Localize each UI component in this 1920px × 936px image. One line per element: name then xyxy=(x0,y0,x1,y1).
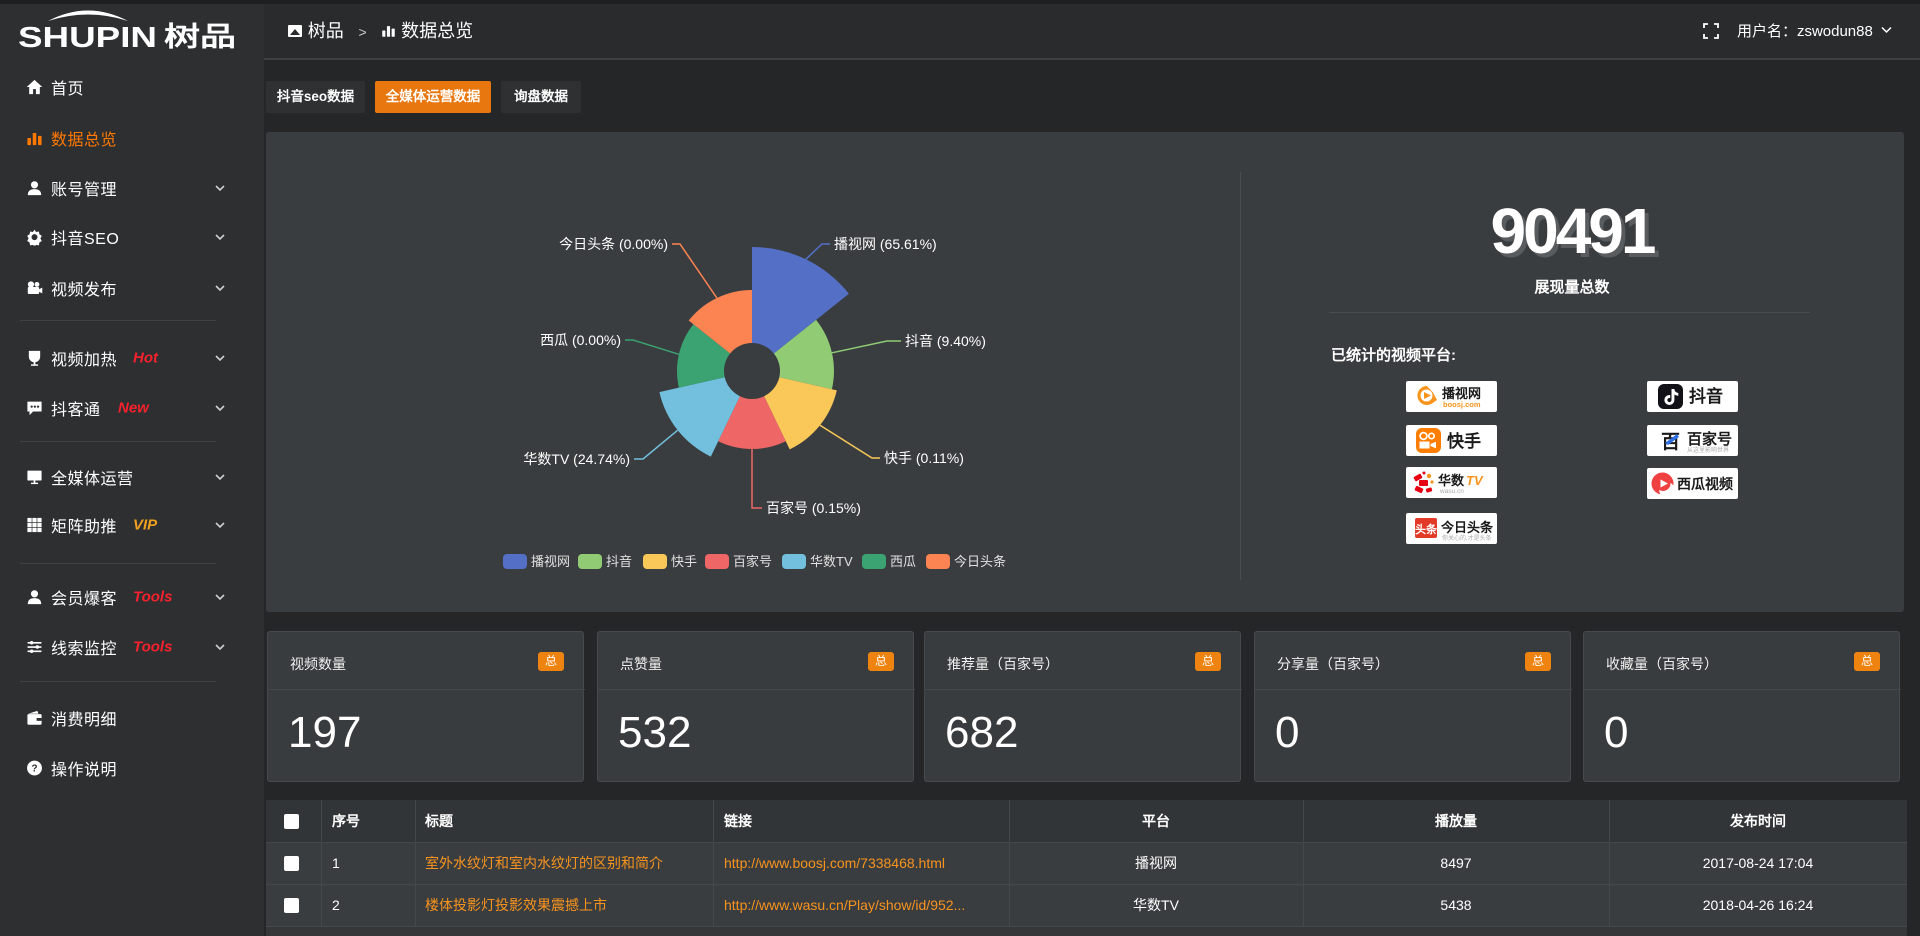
svg-text:抖音: 抖音 xyxy=(606,554,632,569)
svg-text:SHUPIN: SHUPIN xyxy=(18,22,157,54)
svg-text:快手 (0.11%): 快手 (0.11%) xyxy=(884,450,964,466)
svg-text:华数: 华数 xyxy=(1438,473,1465,488)
svg-text:今日头条: 今日头条 xyxy=(1440,520,1494,535)
svg-text:boosj.com: boosj.com xyxy=(1443,400,1481,409)
svg-text:快手: 快手 xyxy=(671,554,697,569)
svg-text:TV: TV xyxy=(1466,473,1484,488)
svg-text:今日头条: 今日头条 xyxy=(954,554,1006,569)
svg-text:西瓜: 西瓜 xyxy=(890,554,916,569)
svg-text:西瓜 (0.00%): 西瓜 (0.00%) xyxy=(540,332,621,348)
svg-text:华数TV: 华数TV xyxy=(810,554,853,569)
svg-text:百家号: 百家号 xyxy=(733,554,772,569)
svg-text:抖音 (9.40%): 抖音 (9.40%) xyxy=(905,333,986,349)
svg-text:抖音: 抖音 xyxy=(1689,386,1723,406)
svg-text:头条: 头条 xyxy=(1415,522,1438,536)
svg-text:百家号 (0.15%): 百家号 (0.15%) xyxy=(766,500,861,516)
svg-text:wasu.cn: wasu.cn xyxy=(1439,488,1464,495)
svg-text:华数TV (24.74%): 华数TV (24.74%) xyxy=(523,451,630,467)
svg-text:?: ? xyxy=(31,764,37,775)
svg-text:播视网: 播视网 xyxy=(1442,386,1481,401)
svg-text:西瓜视频: 西瓜视频 xyxy=(1677,476,1733,492)
svg-text:播视网 (65.61%): 播视网 (65.61%) xyxy=(834,236,937,252)
svg-text:今日头条 (0.00%): 今日头条 (0.00%) xyxy=(559,236,668,252)
svg-text:从这里影响世界: 从这里影响世界 xyxy=(1687,446,1729,454)
svg-text:你关心的,才是头条: 你关心的,才是头条 xyxy=(1442,534,1492,542)
svg-text:快手: 快手 xyxy=(1447,431,1481,451)
svg-text:树品: 树品 xyxy=(164,22,236,52)
svg-text:播视网: 播视网 xyxy=(531,554,570,569)
svg-text:百家号: 百家号 xyxy=(1687,430,1732,448)
